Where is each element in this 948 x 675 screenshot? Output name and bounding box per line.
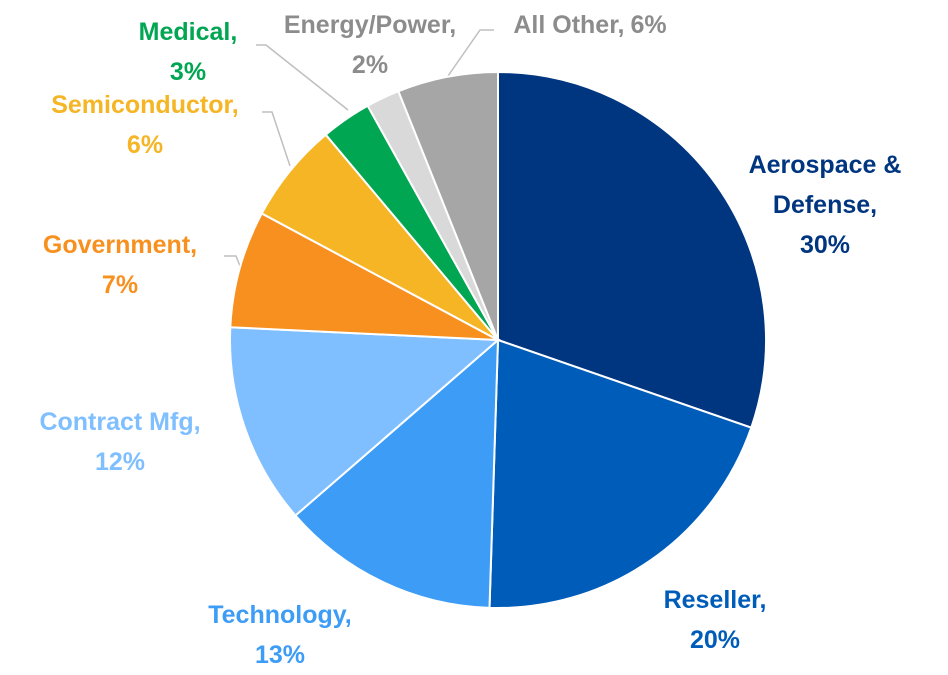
value-label: 30% xyxy=(799,231,851,259)
value-label: 6% xyxy=(630,11,667,39)
slice-label: All Other, 6% xyxy=(460,5,720,45)
pie-slice xyxy=(397,70,499,341)
value-label: 13% xyxy=(254,641,306,669)
category-label: Contract Mfg, xyxy=(39,408,201,436)
category-label: Energy/Power, xyxy=(283,11,457,39)
slice-label: Semiconductor, 6% xyxy=(30,85,260,165)
category-label: Reseller, xyxy=(663,586,767,614)
pie-slice xyxy=(229,212,499,341)
slice-label: Contract Mfg, 12% xyxy=(0,402,240,482)
slice-label: Reseller, 20% xyxy=(615,580,815,660)
category-label: Technology, xyxy=(208,601,352,629)
value-label: 2% xyxy=(351,51,389,79)
category-label: Semiconductor, xyxy=(51,91,239,119)
slice-label: Medical, 3% xyxy=(108,12,268,92)
value-label: 7% xyxy=(101,271,139,299)
leader-line xyxy=(256,44,349,111)
category-label: All Other, xyxy=(513,11,625,39)
leader-line xyxy=(262,111,291,167)
leader-line xyxy=(224,255,241,267)
value-label: 12% xyxy=(94,448,146,476)
pie-slice xyxy=(497,70,767,429)
value-label: 20% xyxy=(689,626,741,654)
leader-line xyxy=(447,29,494,77)
slice-label: Technology, 13% xyxy=(170,595,390,675)
pie-slice xyxy=(294,337,500,609)
category-label: Aerospace & Defense, xyxy=(748,151,902,219)
category-label: Government, xyxy=(42,231,198,259)
slice-label: Aerospace & Defense, 30% xyxy=(725,145,925,265)
slice-label: Energy/Power, 2% xyxy=(255,5,485,85)
category-label: Medical, xyxy=(138,18,238,46)
value-label: 6% xyxy=(126,131,164,159)
pie-slice xyxy=(488,338,753,609)
pie-slice xyxy=(229,326,501,517)
value-label: 3% xyxy=(169,58,207,86)
slice-label: Government, 7% xyxy=(10,225,230,305)
